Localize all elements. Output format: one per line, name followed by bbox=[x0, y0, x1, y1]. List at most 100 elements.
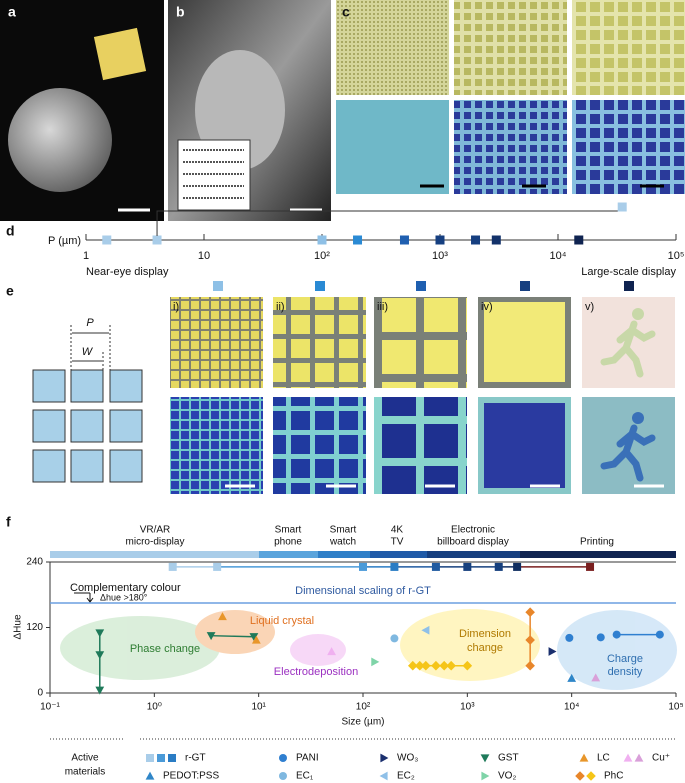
marker bbox=[390, 562, 399, 571]
legend-label: PANI bbox=[296, 753, 319, 764]
band-label: Smart bbox=[330, 525, 357, 536]
pixel bbox=[484, 302, 565, 382]
tile-label: iv) bbox=[481, 301, 493, 313]
y-tick-label: 240 bbox=[26, 557, 43, 568]
region-label: Dimension bbox=[459, 628, 511, 640]
legend-marker bbox=[279, 754, 287, 762]
region-label: density bbox=[608, 666, 643, 678]
panel-a: a bbox=[0, 0, 164, 221]
inset-pixels bbox=[183, 149, 244, 199]
legend-title: Active bbox=[71, 753, 99, 764]
photo bbox=[454, 0, 567, 95]
legend-marker bbox=[575, 771, 585, 781]
application-band bbox=[50, 551, 676, 558]
band-label: Printing bbox=[580, 537, 614, 548]
panel-label: c bbox=[342, 4, 350, 20]
marker bbox=[525, 607, 535, 618]
marker bbox=[152, 235, 162, 245]
y-tick-label: 120 bbox=[26, 622, 43, 633]
marker bbox=[399, 235, 409, 245]
region-label: Phase change bbox=[130, 643, 200, 655]
band-label: Electronic bbox=[451, 525, 495, 536]
marker bbox=[95, 629, 105, 638]
marker bbox=[439, 660, 449, 671]
tick-label: 10² bbox=[314, 250, 330, 262]
legend-label: r-GT bbox=[185, 753, 206, 764]
legend-label: EC₁ bbox=[296, 771, 314, 782]
legend-label: GST bbox=[498, 753, 519, 764]
tile-label: i) bbox=[173, 301, 179, 313]
y-tick-label: 0 bbox=[37, 688, 43, 699]
region-label: Electrodeposition bbox=[274, 666, 358, 678]
legend-title: materials bbox=[65, 767, 106, 778]
panel-label: a bbox=[8, 4, 16, 20]
band-label: TV bbox=[391, 537, 404, 548]
marker bbox=[567, 673, 577, 682]
photo bbox=[336, 100, 449, 194]
region-label: Charge bbox=[607, 653, 643, 665]
marker bbox=[317, 235, 327, 245]
tick-label: 10⁴ bbox=[550, 250, 567, 262]
marker bbox=[407, 660, 418, 671]
photo bbox=[454, 100, 567, 194]
x-tick-label: 10³ bbox=[460, 702, 475, 713]
y-axis-label: ΔHue bbox=[13, 614, 24, 639]
x-tick-label: 10² bbox=[356, 702, 371, 713]
tick-label: 10⁵ bbox=[668, 250, 685, 262]
x-axis-label: Size (µm) bbox=[342, 717, 385, 728]
marker bbox=[612, 630, 621, 639]
marker bbox=[327, 647, 336, 656]
band-label: phone bbox=[274, 537, 302, 548]
x-tick-label: 10⁰ bbox=[147, 702, 162, 713]
marker bbox=[617, 202, 627, 212]
marker bbox=[591, 673, 601, 682]
panel-label: b bbox=[176, 4, 185, 20]
tick-label: 10 bbox=[198, 250, 210, 262]
legend-marker bbox=[146, 754, 154, 762]
marker bbox=[513, 562, 522, 571]
marker bbox=[390, 634, 399, 643]
panel-c: c bbox=[336, 0, 685, 194]
x-tick-label: 10⁻¹ bbox=[40, 702, 60, 713]
marker bbox=[206, 632, 216, 641]
marker bbox=[251, 635, 261, 644]
marker bbox=[586, 562, 595, 571]
photo bbox=[170, 297, 263, 388]
marker bbox=[421, 625, 430, 635]
band-label: VR/AR bbox=[140, 525, 171, 536]
pitch-label: P bbox=[86, 317, 94, 329]
legend-label: VO₂ bbox=[498, 771, 516, 782]
marker bbox=[548, 647, 557, 656]
schematic-pixels bbox=[32, 369, 143, 483]
annotation: Near-eye display bbox=[86, 266, 169, 278]
marker bbox=[565, 633, 574, 642]
region-label: Liquid crystal bbox=[250, 615, 314, 627]
pixel bbox=[484, 403, 565, 488]
panel-f: f VR/AR micro-display Smart phone Smart … bbox=[6, 514, 684, 782]
panel-label: f bbox=[6, 514, 11, 530]
marker bbox=[574, 235, 584, 245]
width-label: W bbox=[82, 346, 94, 358]
photo bbox=[572, 0, 685, 95]
legend-label: LC bbox=[597, 753, 610, 764]
marker bbox=[431, 660, 441, 671]
photo bbox=[170, 397, 263, 494]
tile-label: ii) bbox=[276, 301, 285, 313]
marker bbox=[463, 562, 472, 571]
photo bbox=[273, 297, 366, 388]
reference-arrow bbox=[74, 592, 94, 603]
marker bbox=[494, 562, 503, 571]
band-label: 4K bbox=[391, 525, 404, 536]
tile-label: iii) bbox=[377, 301, 388, 313]
legend-label: WO₃ bbox=[397, 753, 418, 764]
x-tick-label: 10⁴ bbox=[564, 702, 579, 713]
marker bbox=[525, 635, 535, 645]
legend-marker bbox=[168, 754, 176, 762]
legend-marker bbox=[380, 753, 389, 763]
marker bbox=[168, 562, 177, 571]
legend-marker bbox=[157, 754, 165, 762]
marker bbox=[414, 660, 425, 671]
marker bbox=[95, 651, 105, 660]
tick-label: 1 bbox=[83, 250, 89, 262]
marker bbox=[371, 657, 380, 667]
